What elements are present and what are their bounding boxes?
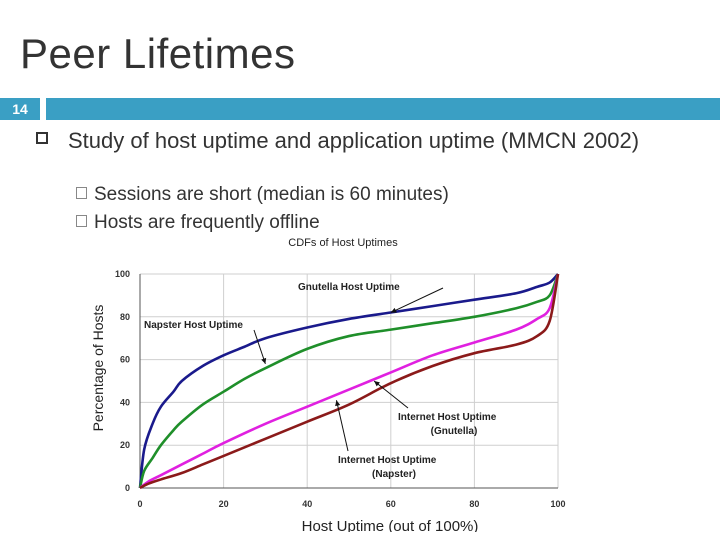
chart-axes	[139, 274, 558, 489]
header-bar	[46, 98, 720, 120]
annotation-label: Napster Host Uptime	[144, 320, 243, 331]
arrowhead-icon	[261, 357, 267, 364]
annotation-arrow	[335, 400, 349, 452]
subbullet-hosts: Hosts are frequently offline	[76, 212, 396, 234]
series-line-0	[138, 273, 559, 489]
cdf-chart: 0 20 40 60 80 100 0 20 40 60 80 100 Gnutella Host U…	[90, 237, 566, 535]
series-line-3	[139, 273, 560, 490]
chart-series	[138, 273, 560, 490]
arrowhead-icon	[390, 307, 397, 313]
annotation-label: Internet Host Uptime	[398, 412, 497, 423]
annotation-arrow	[373, 380, 409, 409]
page-title: Peer Lifetimes	[20, 30, 296, 77]
series-line-1	[138, 273, 560, 489]
x-tick-label: 80	[469, 499, 479, 509]
annotation-label: Internet Host Uptime	[338, 455, 437, 466]
chart-container: 0 20 40 60 80 100 0 20 40 60 80 100 Gnutella Host U…	[86, 232, 576, 535]
x-tick-label: 100	[550, 499, 565, 509]
arrowhead-icon	[374, 381, 380, 387]
x-axis-label: Host Uptime (out of 100%)	[302, 518, 479, 532]
chart-annotations: Gnutella Host Uptime Napster Host Uptime I…	[144, 282, 497, 480]
annotation-label: Gnutella Host Uptime	[298, 282, 400, 293]
subbullet-text: Sessions are short (median is 60 minutes…	[94, 184, 449, 205]
x-tick-label: 0	[137, 499, 142, 509]
box-bullet-icon	[76, 187, 87, 199]
slide-number: 14	[0, 98, 40, 120]
x-tick-label: 20	[219, 499, 229, 509]
chart-ticks: 0 20 40 60 80 100 0 20 40 60 80 100	[115, 269, 566, 509]
annotation-sublabel: (Napster)	[372, 469, 416, 480]
series-line-2	[139, 273, 560, 490]
annotation-arrow	[390, 287, 444, 313]
arrowhead-icon	[335, 400, 341, 407]
annotation-arrow	[253, 329, 266, 365]
annotation-sublabel: (Gnutella)	[431, 426, 478, 437]
y-tick-label: 20	[120, 440, 130, 450]
y-tick-label: 0	[125, 483, 130, 493]
box-bullet-icon	[76, 215, 87, 227]
y-tick-label: 80	[120, 312, 130, 322]
y-tick-label: 100	[115, 269, 130, 279]
y-tick-label: 60	[120, 355, 130, 365]
x-tick-label: 60	[386, 499, 396, 509]
square-bullet-icon	[36, 132, 48, 144]
y-axis-label: Percentage of Hosts	[90, 305, 106, 432]
subbullet-text: Hosts are frequently offline	[94, 212, 320, 233]
bullet-main-text: Study of host uptime and application upt…	[68, 128, 640, 153]
y-tick-label: 40	[120, 397, 130, 407]
chart-title: CDFs of Host Uptimes	[288, 237, 398, 249]
x-tick-label: 40	[302, 499, 312, 509]
